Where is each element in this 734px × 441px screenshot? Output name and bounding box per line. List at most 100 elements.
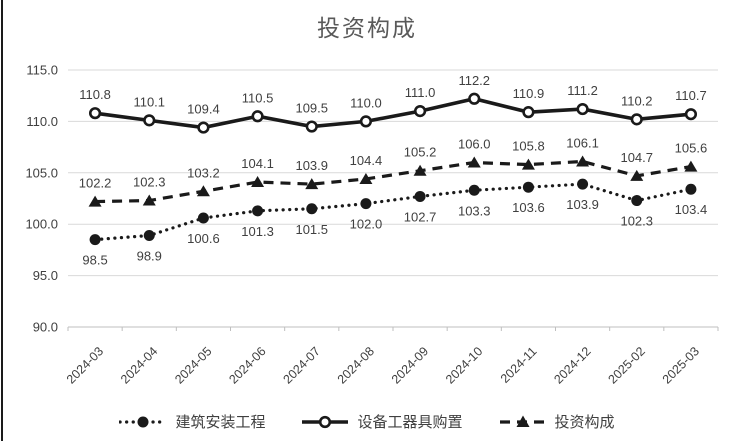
x-tick-label: 2024-07: [281, 344, 323, 386]
data-point-label: 109.4: [187, 102, 220, 117]
x-tick-label: 2024-09: [389, 344, 431, 386]
data-point-marker: [631, 195, 643, 207]
data-point-marker: [196, 185, 210, 197]
x-tick-label: 2025-02: [606, 344, 648, 386]
data-point-marker: [359, 172, 373, 184]
data-point-marker: [468, 92, 481, 105]
data-point-marker: [685, 183, 697, 195]
data-point-marker: [251, 110, 264, 123]
legend-label: 设备工器具购置: [357, 414, 463, 431]
data-point-label: 102.7: [404, 209, 437, 224]
data-point-marker: [305, 178, 319, 190]
y-tick-label: 100.0: [25, 217, 58, 232]
chart-title: 投资构成: [317, 15, 417, 41]
data-point-marker: [143, 114, 156, 127]
data-point-label: 106.0: [458, 137, 491, 152]
data-point-marker: [522, 106, 535, 119]
y-tick-label: 110.0: [26, 114, 58, 129]
data-point-label: 105.6: [675, 141, 708, 156]
x-tick-label: 2024-08: [335, 344, 377, 386]
dashed-line-triangle-icon: [499, 415, 546, 427]
data-point-label: 102.2: [79, 176, 112, 191]
data-point-label: 105.2: [404, 145, 437, 160]
series-line-1: [94, 96, 692, 130]
data-point-marker: [252, 205, 264, 217]
data-point-marker: [142, 194, 156, 206]
data-point-marker: [360, 198, 372, 210]
data-point-marker: [522, 181, 534, 193]
data-point-label: 102.3: [620, 214, 653, 229]
data-point-label: 98.9: [137, 249, 162, 264]
data-point-label: 110.7: [675, 88, 707, 103]
legend-item-construction: 建筑安装工程: [119, 411, 265, 432]
data-point-marker: [684, 108, 698, 121]
data-point-label: 104.4: [350, 153, 383, 168]
data-point-marker: [414, 190, 426, 202]
data-point-label: 102.3: [133, 175, 166, 190]
x-tick-label: 2025-03: [660, 344, 702, 386]
data-point-marker: [684, 160, 698, 172]
x-tick-label: 2024-04: [118, 344, 160, 386]
data-point-marker: [143, 230, 155, 242]
data-point-marker: [197, 212, 209, 224]
data-point-label: 109.5: [295, 101, 328, 116]
data-point-marker: [468, 184, 480, 196]
y-tick-label: 90.0: [33, 320, 58, 335]
data-point-marker: [467, 156, 481, 168]
data-point-marker: [305, 120, 318, 133]
data-point-label: 103.9: [295, 158, 328, 173]
data-point-marker: [576, 155, 590, 167]
data-point-label: 111.0: [405, 85, 436, 100]
data-point-label: 110.1: [133, 94, 165, 109]
y-tick-label: 95.0: [33, 268, 58, 283]
y-tick-label: 105.0: [25, 165, 58, 180]
x-tick-label: 2024-12: [551, 344, 593, 386]
y-tick-label: 115.0: [26, 63, 58, 78]
data-point-label: 101.5: [295, 222, 328, 237]
data-point-marker: [413, 164, 427, 176]
data-point-label: 103.3: [458, 203, 491, 218]
data-point-marker: [630, 113, 643, 126]
data-point-label: 103.6: [512, 200, 545, 215]
data-point-marker: [521, 158, 535, 170]
data-point-marker: [576, 102, 589, 116]
series-line-0: [93, 182, 693, 242]
data-point-label: 110.9: [513, 86, 545, 101]
x-tick-label: 2024-10: [443, 344, 485, 386]
series-line-2: [95, 159, 692, 204]
data-point-label: 111.2: [567, 83, 598, 98]
data-point-label: 104.1: [241, 156, 274, 171]
data-point-label: 102.0: [350, 217, 383, 232]
x-tick-label: 2024-05: [172, 344, 214, 386]
data-point-label: 103.9: [566, 197, 599, 212]
data-point-label: 106.1: [566, 135, 599, 150]
x-tick-label: 2024-11: [498, 344, 540, 386]
data-point-label: 112.2: [458, 73, 490, 88]
window-border: [1, 0, 3, 441]
data-point-marker: [251, 176, 265, 188]
data-point-marker: [306, 203, 318, 215]
dotted-line-filled-circle-icon: [119, 416, 168, 427]
data-point-marker: [89, 234, 101, 246]
data-point-label: 110.5: [242, 90, 274, 105]
chart-legend: 建筑安装工程 设备工器具购置 投资构成: [0, 411, 734, 432]
data-point-marker: [88, 195, 102, 207]
data-point-label: 110.2: [621, 93, 653, 108]
x-tick-label: 2024-03: [64, 344, 106, 386]
legend-item-investment: 投资构成: [499, 411, 615, 432]
data-point-label: 104.7: [620, 150, 653, 165]
data-point-label: 98.5: [82, 253, 107, 268]
legend-item-equipment: 设备工器具购置: [301, 411, 463, 432]
data-point-marker: [359, 115, 373, 128]
solid-line-open-circle-icon: [302, 415, 349, 428]
data-point-label: 110.8: [79, 87, 111, 102]
data-point-marker: [630, 169, 644, 181]
data-point-label: 103.2: [187, 165, 220, 180]
data-point-label: 110.0: [350, 95, 382, 110]
data-point-label: 100.6: [187, 231, 220, 246]
x-tick-label: 2024-06: [226, 344, 268, 386]
data-point-marker: [413, 105, 427, 118]
legend-label: 建筑安装工程: [175, 414, 266, 431]
data-point-marker: [577, 178, 589, 190]
